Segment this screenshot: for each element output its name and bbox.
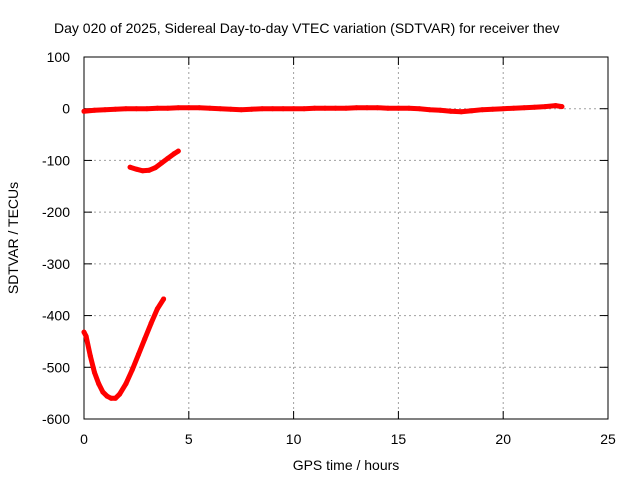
y-tick-label: 0 xyxy=(62,101,70,117)
x-tick-label: 15 xyxy=(391,431,407,447)
data-point xyxy=(117,391,123,397)
data-point xyxy=(343,105,349,111)
data-point xyxy=(123,106,129,112)
x-tick-label: 5 xyxy=(185,431,193,447)
data-point xyxy=(112,395,118,401)
data-point xyxy=(249,106,255,112)
data-point xyxy=(165,155,171,161)
data-point xyxy=(133,106,139,112)
y-tick-label: -100 xyxy=(42,152,70,168)
y-tick-label: -600 xyxy=(42,411,70,427)
data-point xyxy=(511,105,517,111)
x-axis-label: GPS time / hours xyxy=(293,457,400,473)
x-tick-label: 20 xyxy=(495,431,511,447)
data-point xyxy=(144,106,150,112)
data-point xyxy=(152,165,158,171)
data-point xyxy=(142,336,148,342)
data-point xyxy=(175,105,181,111)
data-point xyxy=(301,106,307,112)
data-point xyxy=(81,329,87,335)
data-point xyxy=(123,381,129,387)
data-point xyxy=(374,105,380,111)
data-point xyxy=(154,306,160,312)
data-point xyxy=(559,104,565,110)
data-point xyxy=(154,105,160,111)
y-tick-label: -500 xyxy=(42,359,70,375)
data-point xyxy=(108,395,114,401)
x-tick-label: 0 xyxy=(80,431,88,447)
y-tick-label: -400 xyxy=(42,308,70,324)
data-point xyxy=(165,105,171,111)
data-point xyxy=(270,106,276,112)
plot-frame xyxy=(83,56,609,420)
data-point xyxy=(521,105,527,111)
data-point xyxy=(92,107,97,113)
data-point xyxy=(333,105,338,111)
data-point xyxy=(87,353,93,359)
data-point xyxy=(291,106,297,112)
data-point xyxy=(416,106,422,112)
data-point xyxy=(542,104,548,110)
chart-title: Day 020 of 2025, Sidereal Day-to-day VTE… xyxy=(54,20,560,36)
data-point xyxy=(490,106,496,112)
data-point xyxy=(437,107,443,113)
data-point xyxy=(207,105,213,111)
data-point xyxy=(129,367,135,373)
data-point xyxy=(395,105,401,111)
data-point xyxy=(238,107,244,113)
data-point xyxy=(448,108,454,114)
data-point xyxy=(312,105,318,111)
grid-lines xyxy=(84,57,608,419)
data-point xyxy=(92,370,97,375)
data-point xyxy=(427,107,433,113)
data-point xyxy=(217,106,223,112)
data-point xyxy=(136,351,141,357)
data-series xyxy=(81,103,565,401)
y-axis-label: SDTVAR / TECUs xyxy=(5,182,21,294)
data-point xyxy=(500,106,506,112)
data-point xyxy=(102,107,108,113)
data-point xyxy=(228,106,234,112)
data-point xyxy=(553,103,559,109)
data-point xyxy=(322,105,328,111)
data-point xyxy=(83,333,89,339)
data-point xyxy=(140,168,146,174)
data-point xyxy=(364,105,370,111)
data-point xyxy=(175,148,181,154)
data-point xyxy=(146,167,152,173)
data-point xyxy=(385,105,391,111)
data-point xyxy=(196,105,202,111)
data-point xyxy=(100,389,106,395)
data-point xyxy=(354,105,359,111)
data-point xyxy=(161,296,167,302)
data-point xyxy=(532,104,538,110)
data-point xyxy=(159,160,165,166)
x-tick-label: 25 xyxy=(600,431,616,447)
axis-ticks: 0 5 10 15 20 25 100 0 -100 -200 -300 -400 -500 -600 xyxy=(42,49,616,447)
y-tick-label: 100 xyxy=(47,49,71,65)
data-point xyxy=(406,105,412,111)
y-tick-label: -200 xyxy=(42,204,70,220)
data-point xyxy=(280,106,286,112)
data-point xyxy=(458,109,464,115)
data-point xyxy=(186,105,192,111)
data-point xyxy=(148,320,154,326)
x-tick-label: 10 xyxy=(286,431,302,447)
data-point xyxy=(81,108,87,114)
data-point xyxy=(259,106,265,112)
data-point xyxy=(479,107,485,113)
data-point xyxy=(469,108,475,114)
data-point xyxy=(112,106,118,112)
data-point xyxy=(133,166,139,172)
data-point xyxy=(104,393,110,399)
data-point xyxy=(127,164,133,170)
data-point xyxy=(96,381,102,387)
y-tick-label: -300 xyxy=(42,256,70,272)
data-point xyxy=(171,151,177,157)
